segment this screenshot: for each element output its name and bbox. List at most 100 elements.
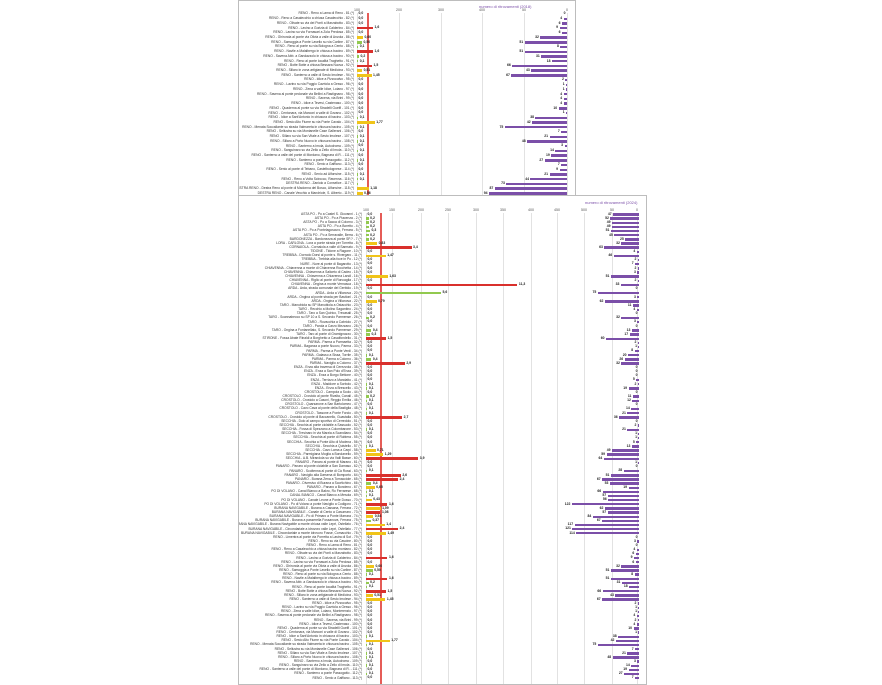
value-bar [366,382,368,386]
row-label: BURANA NAVIGABILE - Burana a Cassana, Fe… [274,505,362,510]
value-label: 0,0 [358,167,364,172]
count-bar [610,474,639,477]
count-label: 3 [633,269,636,274]
count-bar [549,135,567,138]
count-label: 0 [635,418,638,423]
row-label: RENO - Ghironda al ponte via Olivia a va… [273,563,362,568]
value-label: 1,47 [387,253,394,258]
count-bar [604,507,639,510]
row-label: TARO - Scannabecco su SP 10 a S. Secondo… [268,315,362,320]
count-label: 87 [489,185,494,190]
value-bar [366,221,369,225]
count-label: 4 [560,16,563,21]
count-bar [610,569,639,572]
count-bar [613,213,639,216]
count-label: 6 [632,559,635,564]
count-label: 51 [605,576,610,581]
value-bar [366,664,368,668]
row-label: PANARO - Diversivo di Burana a Scortichi… [285,481,362,485]
value-bar [357,192,363,195]
count-label: 14 [626,663,630,668]
count-label: 3 [633,319,636,324]
count-label: 4 [633,613,636,618]
gridline [524,13,525,198]
count-label: 27 [539,157,544,162]
count-bar [629,333,639,336]
count-bar [638,345,639,349]
count-bar [511,74,567,77]
count-label: 62 [599,298,604,303]
count-bar [634,556,639,560]
value-bar [357,59,359,63]
value-label: 1,77 [391,638,398,643]
value-bar [357,55,359,58]
value-label: 0,0 [367,377,373,382]
row-label: RENO - Navile a Malalbergo in chiusa a b… [282,576,362,581]
value-label: 0,0 [367,344,373,349]
count-label: 66 [506,63,511,68]
value-label: 11,3 [518,282,526,287]
count-label: 51 [605,273,610,278]
row-label: CROSTOLO - Crostolo al ponte di Baccanel… [268,414,362,419]
count-label: 56 [602,497,607,502]
count-bar [506,182,567,186]
value-label: 0,0 [367,286,373,291]
value-label: 0,1 [359,115,365,120]
row-label: SECCHIA - Parmigiana Moglia a Bondanello… [286,452,362,457]
count-bar [621,362,639,365]
value-label: 0,0 [367,629,373,634]
row-label: PO DI VOLANO - Canale Leone a Ponte Doss… [281,497,362,502]
value-label: 0,1 [359,134,365,139]
value-bar [366,523,385,527]
row-label: RENO - Idice a Pizzocalvo - 95 (*) [304,77,354,82]
count-bar [638,631,639,634]
row-label: BURANA NAVIGABILE - Circondariale a mont… [240,530,362,535]
count-label: 43 [526,67,530,72]
count-bar [628,387,639,390]
tick-label: 400 [479,8,485,12]
row-label: STIRONE - Fossa Abate Rinaldi a Borghett… [262,336,362,341]
tick-label: 150 [389,208,395,212]
value-bar [366,353,368,357]
value-label: 0,1 [368,663,374,668]
count-label: 1 [635,431,637,436]
count-label: 0 [635,464,638,469]
count-label: 21 [544,134,549,139]
count-label: 32 [616,240,620,245]
tick-label: 200 [396,8,402,12]
value-bar [366,643,368,647]
value-label: 0,1 [368,468,374,473]
value-label: 1,6 [388,501,394,506]
value-label: 0,0 [367,348,373,353]
row-label: TARO - Parola a Carzo Mezzano - 28 (*) [302,323,362,328]
count-bar [621,242,639,245]
row-label: DESTRA RENO - Destra Reno al ponte di Ma… [238,186,354,191]
row-label: RENO - Senio a Gaffiano - 113 (*) [304,162,354,167]
row-label: SECCHIA - Secchia a Ponte Alto di Modena… [286,439,362,444]
value-label: 0,0 [367,418,373,423]
value-bar [357,125,359,129]
count-bar [564,144,567,148]
value-label: 0,0 [367,464,373,469]
count-bar [615,594,639,597]
count-label: 1 [635,460,637,465]
count-bar [635,552,639,556]
value-bar [366,589,387,593]
row-label: ASTA PO - Po a Serravalle, Berra - 6 (*) [303,232,362,237]
count-bar [571,503,639,506]
count-label: 19 [623,667,628,672]
count-bar [637,279,639,282]
gridline [482,13,483,198]
row-label: PANARO - Naviglio alla Darsena di Bompor… [284,472,362,477]
row-label: TREBBIA - Dorrodo Dorsi al ponte s. Rive… [282,253,362,258]
count-label: 0 [635,286,638,291]
value-bar [357,26,373,30]
value-bar [366,478,399,481]
row-label: CROSTOLO - Crostolo a Casoni, Reggio Emi… [281,398,362,403]
gridline [399,13,400,198]
count-label: 3 [633,658,636,663]
row-label: RENO - Reno al ponte località Traghetto … [283,58,354,63]
count-label: 67 [596,596,601,601]
gridline [441,13,442,198]
count-bar [627,412,639,415]
